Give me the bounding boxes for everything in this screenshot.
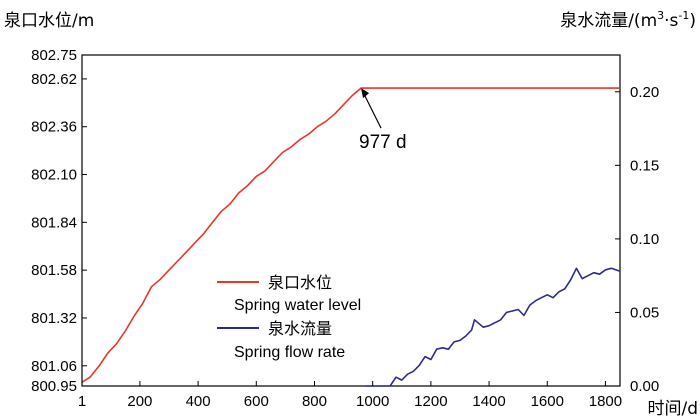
y-left-tick-label: 801.06: [31, 358, 77, 375]
x-tick-label: 800: [302, 393, 327, 410]
right-axis-title: 泉水流量/(m3·s-1): [560, 9, 696, 31]
y-axis-right: 0.00 0.05 0.10 0.15 0.20: [615, 84, 659, 395]
legend-sublabel-flow-rate: Spring flow rate: [234, 344, 345, 361]
y-left-tick-label: 802.75: [31, 47, 77, 64]
legend-label-flow-rate: 泉水流量: [268, 319, 332, 338]
y-left-tick-label: 802.62: [31, 71, 77, 88]
annotation-arrow: [362, 91, 382, 129]
y-right-tick-label: 0.00: [630, 378, 659, 395]
legend: 泉口水位 Spring water level 泉水流量 Spring flow…: [217, 273, 361, 361]
left-axis-title: 泉口水位/m: [4, 11, 94, 31]
series-layer: [81, 87, 621, 387]
x-tick-label: 600: [244, 393, 269, 410]
series-line-water-level: [81, 87, 620, 383]
legend-label-water-level: 泉口水位: [268, 273, 332, 292]
annotation-label: 977 d: [359, 132, 407, 153]
x-tick-label: 400: [186, 393, 211, 410]
y-axis-left: 800.95 801.06 801.32 801.58 801.84 802.10 802.…: [31, 47, 87, 395]
y-left-tick-label: 801.58: [31, 262, 77, 279]
y-left-tick-label: 802.10: [31, 167, 77, 184]
y-left-tick-label: 801.84: [31, 214, 77, 231]
y-left-tick-label: 801.32: [31, 310, 77, 327]
y-left-tick-label: 800.95: [31, 378, 77, 395]
annotation-arrowhead: [361, 88, 370, 99]
x-tick-label: 1200: [414, 393, 447, 410]
x-tick-label: 1600: [531, 393, 564, 410]
x-tick-label: 1800: [589, 393, 622, 410]
y-left-tick-label: 802.36: [31, 119, 77, 136]
x-axis-title: 时间/d: [647, 399, 698, 419]
legend-sublabel-water-level: Spring water level: [234, 297, 361, 314]
x-tick-label: 200: [127, 393, 152, 410]
y-right-tick-label: 0.20: [630, 84, 659, 101]
y-right-tick-label: 0.10: [630, 231, 659, 248]
y-right-tick-label: 0.05: [630, 304, 659, 321]
annotation: 977 d: [359, 88, 407, 153]
x-axis: 1 200 400 600 800 1000 1200 1400 1600 1800: [78, 381, 622, 410]
x-tick-label: 1400: [472, 393, 505, 410]
plot-frame: [81, 54, 621, 387]
x-tick-label: 1: [78, 393, 86, 410]
x-tick-label: 1000: [356, 393, 389, 410]
y-right-tick-label: 0.15: [630, 157, 659, 174]
series-line-flow-rate: [366, 267, 621, 387]
